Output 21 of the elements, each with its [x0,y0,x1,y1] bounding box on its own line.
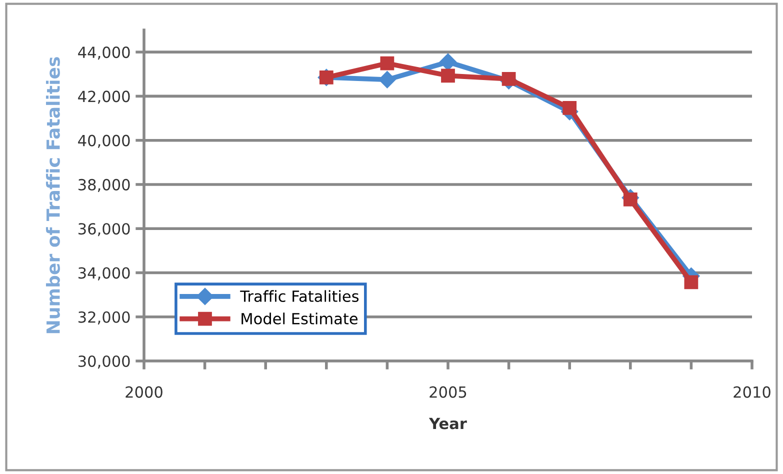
y-tick-label: 44,000 [78,46,130,60]
y-tick-label: 34,000 [78,267,130,280]
x-tick-label: 2005 [430,386,466,398]
y-tick-label: 36,000 [78,223,130,236]
point [684,275,698,290]
point [441,68,455,83]
x-tick-label: 2010 [734,386,770,398]
point [378,71,396,88]
legend-label: Model Estimate [242,312,358,324]
y-tick-label: 30,000 [78,355,130,369]
y-tick-label: 42,000 [78,90,130,104]
point [439,53,457,71]
y-tick-label: 32,000 [78,311,130,324]
x-tick-label: 2000 [126,386,162,398]
point [562,100,577,115]
legend-label: Traffic Fatalities [240,290,359,302]
x-axis-title: Year [428,418,467,430]
y-tick-label: 40,000 [78,134,130,148]
point [380,56,394,70]
y-axis-title: Number of Traffic Fatalities [46,57,60,334]
y-tick-label: 38,000 [78,178,130,192]
